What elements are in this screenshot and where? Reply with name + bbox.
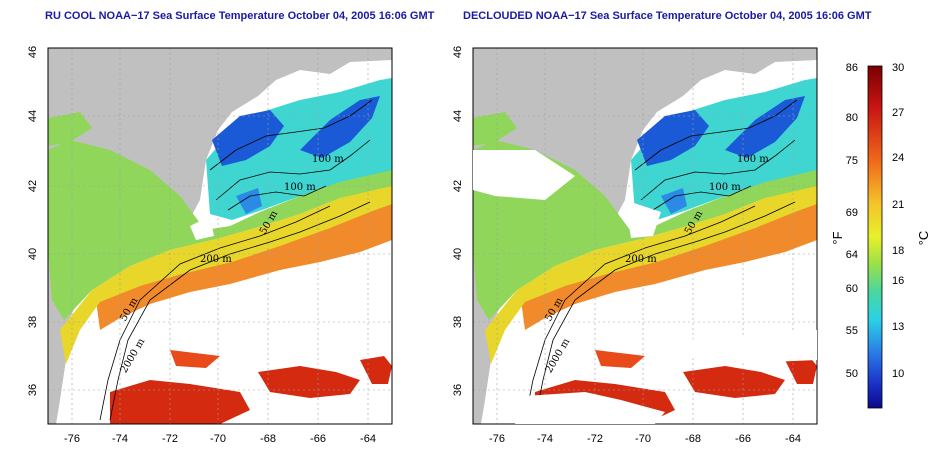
f-tick-label: 86 (846, 62, 858, 74)
panel-left-title: RU COOL NOAA−17 Sea Surface Temperature … (45, 10, 435, 22)
c-tick-label: 21 (892, 199, 904, 211)
lon-tick-label: -64 (785, 433, 801, 445)
lat-tick-label: 40 (27, 248, 39, 260)
contour-label: 100 m (312, 154, 344, 165)
lat-tick-label: 36 (27, 384, 39, 396)
lon-axis-left: -76 -74 -72 -70 -68 -66 -64 (64, 433, 376, 445)
lat-tick-label: 44 (452, 110, 464, 122)
lon-tick-label: -76 (64, 433, 80, 445)
declouded-gap (681, 330, 817, 364)
c-tick-label: 10 (892, 368, 904, 380)
lon-tick-label: -66 (735, 433, 751, 445)
f-tick-label: 64 (846, 249, 858, 261)
lat-tick-label: 42 (27, 180, 39, 192)
f-tick-label: 60 (846, 283, 858, 295)
lon-tick-label: -72 (162, 433, 178, 445)
declouded-gap (515, 392, 665, 424)
colorbar-f-unit: °F (830, 231, 845, 244)
colorbar-c-ticks: 30 27 24 21 18 16 13 10 (892, 62, 904, 380)
lat-tick-label: 46 (27, 46, 39, 58)
lat-tick-label: 40 (452, 248, 464, 260)
lon-tick-label: -70 (210, 433, 226, 445)
f-tick-label: 55 (846, 325, 858, 337)
f-tick-label: 80 (846, 112, 858, 124)
lat-tick-label: 38 (27, 316, 39, 328)
lon-tick-label: -64 (360, 433, 376, 445)
lat-axis-right: 46 44 42 40 38 36 (452, 46, 464, 396)
lon-tick-label: -68 (260, 433, 276, 445)
c-tick-label: 16 (892, 275, 904, 287)
colorbar-c-unit: °C (916, 231, 931, 246)
contour-label: 100 m (284, 182, 316, 193)
f-tick-label: 69 (846, 207, 858, 219)
lon-tick-label: -68 (685, 433, 701, 445)
lon-tick-label: -66 (310, 433, 326, 445)
contour-label: 100 m (709, 182, 741, 193)
colorbar: 86 80 75 69 64 60 55 50 30 27 24 21 18 1… (830, 62, 931, 409)
lat-tick-label: 36 (452, 384, 464, 396)
lat-tick-label: 44 (27, 110, 39, 122)
lat-tick-label: 46 (452, 46, 464, 58)
cloud-gap (190, 216, 214, 240)
lat-tick-label: 42 (452, 180, 464, 192)
map-panel-right: 100 m 100 m 50 m 200 m 50 m 2000 m 46 44… (452, 46, 818, 445)
f-tick-label: 75 (846, 155, 858, 167)
contour-label: 100 m (737, 154, 769, 165)
c-tick-label: 27 (892, 107, 904, 119)
contour-label: 200 m (625, 254, 657, 265)
declouded-gap (473, 150, 575, 200)
lon-tick-label: -76 (489, 433, 505, 445)
panel-right-title: DECLOUDED NOAA−17 Sea Surface Temperatur… (463, 10, 872, 22)
map-panel-left: 100 m 100 m 50 m 200 m 50 m 2000 m 46 44… (27, 46, 393, 445)
c-tick-label: 24 (892, 152, 904, 164)
declouded-gap (625, 200, 661, 238)
f-tick-label: 50 (846, 368, 858, 380)
contour-label: 200 m (200, 254, 232, 265)
colorbar-gradient (867, 65, 883, 409)
c-tick-label: 13 (892, 321, 904, 333)
lat-axis-left: 46 44 42 40 38 36 (27, 46, 39, 396)
lat-tick-label: 38 (452, 316, 464, 328)
c-tick-label: 30 (892, 62, 904, 74)
lon-axis-right: -76 -74 -72 -70 -68 -66 -64 (489, 433, 801, 445)
c-tick-label: 18 (892, 245, 904, 257)
lon-tick-label: -74 (537, 433, 553, 445)
colorbar-f-ticks: 86 80 75 69 64 60 55 50 (846, 62, 858, 380)
lon-tick-label: -72 (587, 433, 603, 445)
lon-tick-label: -74 (112, 433, 128, 445)
lon-tick-label: -70 (635, 433, 651, 445)
